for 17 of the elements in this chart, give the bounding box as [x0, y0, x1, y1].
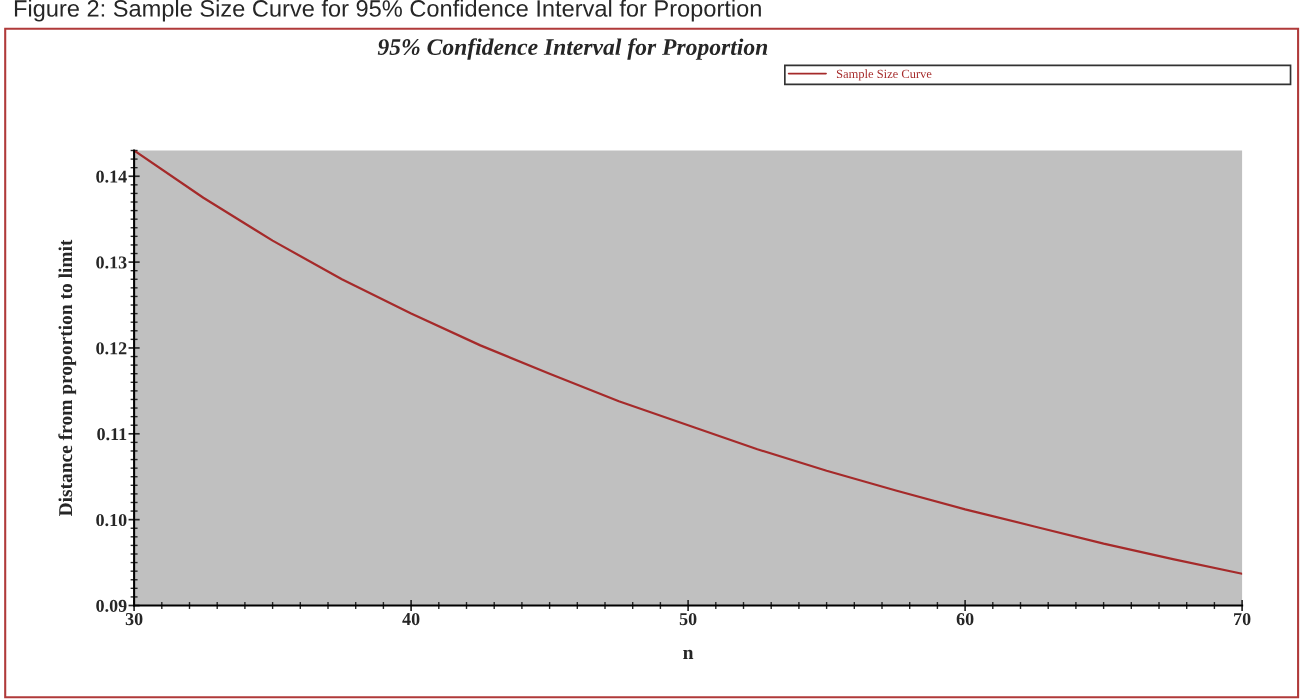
- x-tick-label: 70: [1234, 612, 1251, 626]
- y-axis-title: Distance from proportion to limit: [58, 239, 77, 517]
- x-tick-label: 50: [679, 612, 697, 626]
- chart-title: Figure 2: Sample Size Curve for 95% Confidence Interval for Proportion: [14, 0, 761, 22]
- line-series: [134, 150, 1243, 575]
- x-tick-label: 30: [125, 612, 143, 626]
- x-axis-title: n: [683, 649, 694, 659]
- y-tick-label: 0.11: [97, 428, 127, 441]
- x-tick-label: 60: [956, 612, 974, 626]
- y-tick-label: 0.13: [96, 256, 127, 269]
- y-tick-label: 0.14: [96, 170, 127, 183]
- y-tick-label: 0.12: [96, 342, 127, 355]
- x-tick-label: 40: [402, 612, 420, 626]
- y-tick-label: 0.10: [96, 513, 127, 527]
- y-tick-label: 0.09: [96, 599, 127, 613]
- chart-subtitle: 95% Confidence Interval for Proportion: [377, 38, 768, 60]
- legend-label: Sample Size Curve: [836, 69, 932, 81]
